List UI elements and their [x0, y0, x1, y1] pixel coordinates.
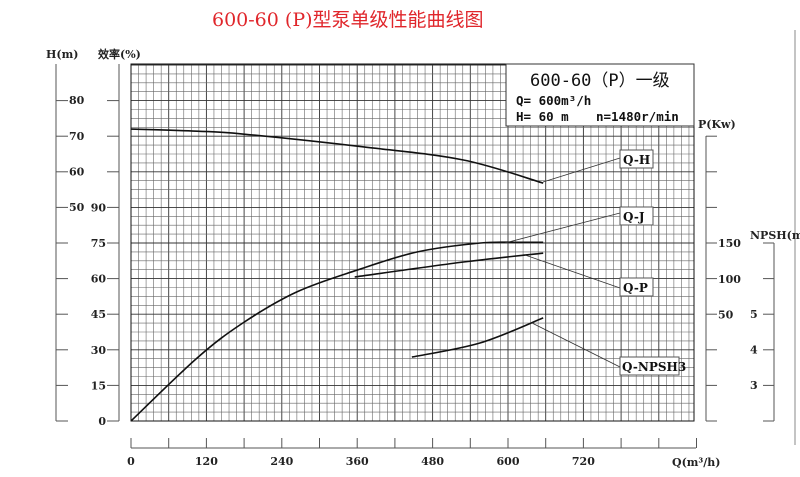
head-tick-label: 70 — [69, 130, 85, 143]
npsh-axis-label: NPSH(m) — [750, 229, 800, 242]
head-tick-label: 80 — [69, 94, 85, 107]
chart-title: 600-60 (P)型泵单级性能曲线图 — [212, 9, 484, 31]
x-tick-label: 360 — [346, 455, 369, 468]
curves — [130, 128, 544, 422]
head-axis: H(m) 80 70 60 50 — [46, 48, 85, 422]
curve-q-npsh3 — [411, 317, 544, 358]
efficiency-axis-label: 效率(%) — [98, 47, 141, 61]
head-tick-label: 60 — [69, 165, 85, 178]
label-q-p: Q-P — [623, 281, 648, 295]
curve-q-h — [130, 128, 544, 184]
x-tick-label: 120 — [195, 455, 218, 468]
power-tick-label: 100 — [718, 273, 741, 286]
efficiency-tick-label: 75 — [91, 237, 106, 250]
info-head: H= 60 m — [516, 109, 569, 124]
x-axis: 0 120 240 360 480 600 720 Q(m³/h) — [127, 438, 720, 469]
power-axis: P(Kw) 150 100 50 — [698, 118, 741, 422]
power-tick-label: 150 — [718, 237, 741, 250]
npsh-axis: NPSH(m) 5 4 3 — [750, 229, 800, 422]
head-axis-label: H(m) — [46, 48, 78, 61]
x-tick-label: 720 — [572, 455, 595, 468]
series-labels: Q-H Q-J Q-P Q-NPSH3 — [504, 149, 686, 376]
npsh-tick-label: 3 — [750, 379, 758, 392]
x-tick-label: 600 — [497, 455, 520, 468]
x-axis-label: Q(m³/h) — [672, 456, 720, 469]
efficiency-tick-label: 60 — [91, 273, 107, 286]
npsh-tick-label: 4 — [750, 344, 758, 357]
npsh-tick-label: 5 — [750, 308, 758, 321]
power-tick-label: 50 — [718, 308, 734, 321]
label-q-j: Q-J — [623, 210, 645, 224]
info-speed: n=1480r/min — [596, 109, 679, 124]
efficiency-tick-label: 15 — [91, 379, 106, 392]
info-model: 600-60（P）一级 — [530, 71, 670, 91]
efficiency-tick-label: 90 — [91, 201, 107, 214]
x-tick-label: 240 — [270, 455, 293, 468]
efficiency-tick-label: 0 — [98, 415, 106, 428]
label-q-h: Q-H — [623, 153, 650, 167]
curve-q-j — [130, 241, 544, 422]
efficiency-tick-label: 45 — [91, 308, 106, 321]
power-axis-label: P(Kw) — [698, 118, 736, 131]
efficiency-tick-label: 30 — [91, 344, 107, 357]
x-tick-label: 0 — [127, 455, 135, 468]
curve-q-p — [354, 252, 544, 278]
plot-frame — [130, 63, 695, 422]
info-flow: Q= 600m³/h — [516, 93, 591, 108]
head-tick-label: 50 — [69, 201, 85, 214]
efficiency-axis: 效率(%) 90 75 60 45 30 15 0 — [91, 47, 141, 428]
info-box: 600-60（P）一级 Q= 600m³/h H= 60 m n=1480r/m… — [505, 63, 695, 127]
x-tick-label: 480 — [421, 455, 444, 468]
label-q-npsh3: Q-NPSH3 — [622, 360, 686, 374]
